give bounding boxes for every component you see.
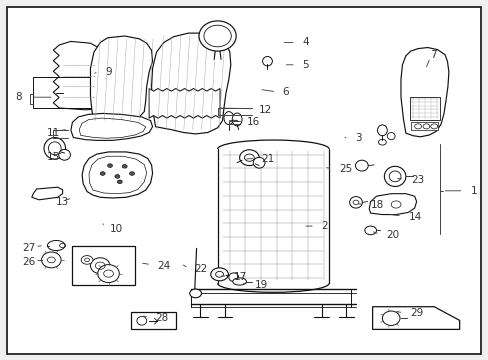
Text: 7: 7 xyxy=(429,50,436,60)
Text: 1: 1 xyxy=(469,186,476,196)
Ellipse shape xyxy=(384,166,405,186)
Ellipse shape xyxy=(364,226,376,235)
Ellipse shape xyxy=(100,172,105,175)
Ellipse shape xyxy=(117,180,122,184)
Ellipse shape xyxy=(137,316,146,325)
Bar xyxy=(131,312,176,329)
Polygon shape xyxy=(82,152,152,198)
Polygon shape xyxy=(372,307,459,329)
Text: 22: 22 xyxy=(194,264,207,274)
Text: 21: 21 xyxy=(261,154,274,164)
Text: 13: 13 xyxy=(56,197,69,207)
Text: 8: 8 xyxy=(16,92,22,102)
Polygon shape xyxy=(90,36,152,124)
Ellipse shape xyxy=(90,258,110,274)
Polygon shape xyxy=(400,48,448,137)
Text: 14: 14 xyxy=(407,212,421,222)
Bar xyxy=(33,77,92,108)
Polygon shape xyxy=(53,41,107,110)
Polygon shape xyxy=(368,194,416,215)
Ellipse shape xyxy=(253,157,264,168)
Ellipse shape xyxy=(349,197,362,208)
Ellipse shape xyxy=(210,268,228,281)
Text: 2: 2 xyxy=(321,221,327,231)
Ellipse shape xyxy=(228,273,238,282)
Text: 9: 9 xyxy=(105,67,112,77)
Text: 23: 23 xyxy=(410,175,423,185)
Bar xyxy=(410,122,437,130)
Text: 15: 15 xyxy=(46,152,60,162)
Text: 17: 17 xyxy=(233,272,246,282)
Ellipse shape xyxy=(129,172,134,175)
Text: 24: 24 xyxy=(157,261,170,271)
Ellipse shape xyxy=(377,125,386,136)
Text: 3: 3 xyxy=(354,132,361,143)
Ellipse shape xyxy=(115,175,120,178)
Polygon shape xyxy=(151,33,230,134)
Ellipse shape xyxy=(47,240,65,251)
Text: 6: 6 xyxy=(282,87,289,97)
Polygon shape xyxy=(71,113,152,140)
Text: 27: 27 xyxy=(22,243,35,253)
Ellipse shape xyxy=(203,25,231,47)
Text: 18: 18 xyxy=(370,200,383,210)
Ellipse shape xyxy=(239,150,259,166)
Ellipse shape xyxy=(224,112,233,125)
Bar xyxy=(409,97,439,120)
Text: 11: 11 xyxy=(46,128,60,138)
Text: 5: 5 xyxy=(302,60,308,70)
Text: 25: 25 xyxy=(338,164,351,174)
Text: 20: 20 xyxy=(386,230,399,240)
Ellipse shape xyxy=(382,311,399,325)
Ellipse shape xyxy=(386,132,394,140)
Ellipse shape xyxy=(98,265,119,283)
Bar xyxy=(72,246,135,285)
Ellipse shape xyxy=(107,164,112,167)
Text: 4: 4 xyxy=(302,37,308,48)
Ellipse shape xyxy=(59,149,70,160)
Ellipse shape xyxy=(44,138,65,159)
Text: 29: 29 xyxy=(409,308,422,318)
Polygon shape xyxy=(32,187,62,200)
Text: 26: 26 xyxy=(22,257,35,267)
Ellipse shape xyxy=(199,21,236,51)
Ellipse shape xyxy=(122,165,127,168)
Text: 10: 10 xyxy=(110,224,123,234)
Ellipse shape xyxy=(232,113,242,126)
Ellipse shape xyxy=(262,57,272,66)
Ellipse shape xyxy=(232,278,246,285)
Text: 28: 28 xyxy=(155,312,168,323)
Ellipse shape xyxy=(41,252,61,268)
Ellipse shape xyxy=(355,160,367,171)
Ellipse shape xyxy=(189,289,201,298)
Ellipse shape xyxy=(48,142,61,155)
Text: 16: 16 xyxy=(246,117,260,127)
Ellipse shape xyxy=(81,256,93,264)
Polygon shape xyxy=(149,89,220,118)
Text: 19: 19 xyxy=(255,280,268,290)
Text: 12: 12 xyxy=(259,105,272,115)
